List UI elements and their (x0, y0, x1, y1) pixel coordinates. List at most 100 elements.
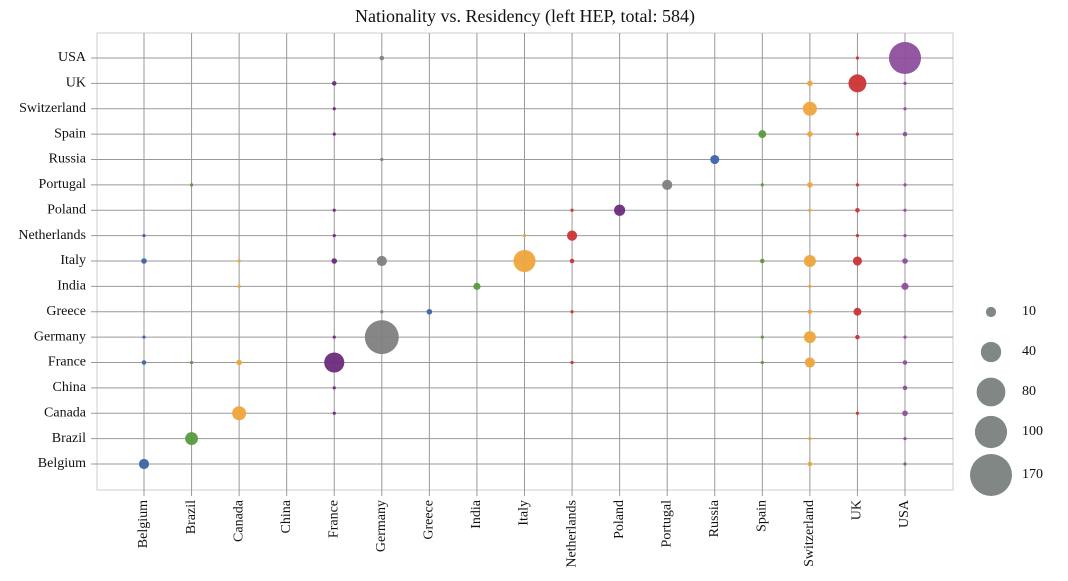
bubble (855, 234, 860, 238)
bubble (808, 284, 812, 288)
bubble (332, 411, 336, 415)
bubble (614, 204, 626, 216)
bubble (185, 432, 199, 446)
legend-label: 170 (1022, 467, 1043, 482)
y-tick-label: China (53, 380, 87, 395)
chart-title: Nationality vs. Residency (left HEP, tot… (355, 6, 695, 27)
bubble (855, 207, 860, 213)
y-tick-label: Poland (47, 202, 86, 217)
bubble (901, 282, 909, 290)
bubble (808, 437, 812, 441)
bubble (852, 256, 862, 266)
y-tick-label: Germany (34, 329, 86, 344)
bubble (802, 101, 817, 116)
bubble (903, 107, 907, 111)
x-tick-label: India (469, 499, 484, 529)
x-tick-label: Germany (374, 500, 389, 552)
y-tick-label: Brazil (52, 431, 86, 446)
legend-bubble (980, 341, 1002, 363)
bubble (379, 55, 385, 61)
x-tick-label: Netherlands (564, 500, 579, 568)
y-tick-label: USA (58, 50, 87, 65)
x-tick-label: Italy (517, 500, 532, 526)
bubble (570, 208, 574, 212)
x-tick-label: Greece (422, 500, 437, 540)
x-tick-label: Spain (755, 500, 770, 532)
legend-bubble (970, 454, 1012, 496)
bubble (903, 81, 907, 85)
bubble (237, 259, 241, 263)
bubble (569, 258, 575, 264)
bubble (513, 249, 536, 273)
bubble (903, 234, 907, 238)
bubble (855, 132, 860, 136)
bubble (662, 179, 673, 190)
bubble (141, 258, 147, 264)
bubble (902, 385, 908, 391)
bubble (380, 310, 384, 314)
bubble (376, 255, 387, 267)
bubble (760, 335, 764, 339)
bubble (138, 458, 150, 470)
bubble (332, 386, 336, 390)
x-tick-label: Switzerland (802, 500, 817, 567)
legend-label: 40 (1022, 344, 1036, 359)
bubble (331, 258, 338, 264)
bubble (903, 183, 907, 187)
bubble (855, 411, 860, 415)
bubble (902, 360, 908, 365)
y-tick-label: Switzerland (19, 101, 86, 116)
bubble (760, 258, 765, 264)
bubble (237, 284, 241, 288)
y-tick-label: Spain (54, 126, 86, 141)
bubble (332, 234, 336, 238)
y-tick-label: India (57, 279, 87, 294)
bubble (808, 208, 812, 212)
x-tick-label: Canada (231, 499, 246, 542)
y-tick-label: Russia (49, 152, 87, 167)
bubble (522, 234, 527, 238)
bubble (324, 352, 345, 373)
y-tick-label: France (48, 355, 86, 370)
bubble (364, 320, 399, 355)
bubble (758, 130, 767, 139)
bubble (380, 157, 384, 162)
legend-label: 80 (1022, 384, 1036, 399)
bubble (760, 183, 764, 187)
x-tick-label: Poland (612, 500, 627, 539)
bubble (807, 131, 813, 137)
legend-label: 100 (1022, 424, 1043, 439)
bubble (332, 208, 336, 212)
bubble (710, 154, 720, 165)
bubble (888, 41, 922, 75)
x-tick-label: China (279, 499, 294, 533)
x-tick-label: Portugal (659, 500, 674, 548)
bubble (803, 254, 816, 268)
bubble (332, 335, 336, 339)
bubble (902, 410, 908, 417)
bubble (804, 357, 815, 368)
y-tick-label: Greece (46, 304, 86, 319)
bubble (232, 406, 247, 421)
x-tick-label: France (326, 500, 341, 538)
bubble (855, 334, 860, 340)
bubble (570, 360, 574, 365)
bubble (853, 307, 862, 316)
bubble (331, 81, 337, 86)
bubble (426, 308, 433, 315)
bubble (903, 208, 907, 212)
bubble (848, 74, 867, 93)
bubble (332, 107, 336, 111)
bubble (903, 335, 907, 339)
y-tick-label: Netherlands (18, 228, 86, 243)
y-tick-label: UK (66, 76, 86, 91)
bubble (189, 360, 194, 365)
x-tick-label: UK (850, 500, 865, 520)
bubble (570, 310, 574, 314)
bubble (855, 56, 860, 60)
x-tick-label: Russia (707, 499, 722, 537)
x-tick-label: Brazil (184, 500, 199, 534)
bubble (236, 359, 242, 366)
x-tick-label: USA (897, 499, 912, 528)
